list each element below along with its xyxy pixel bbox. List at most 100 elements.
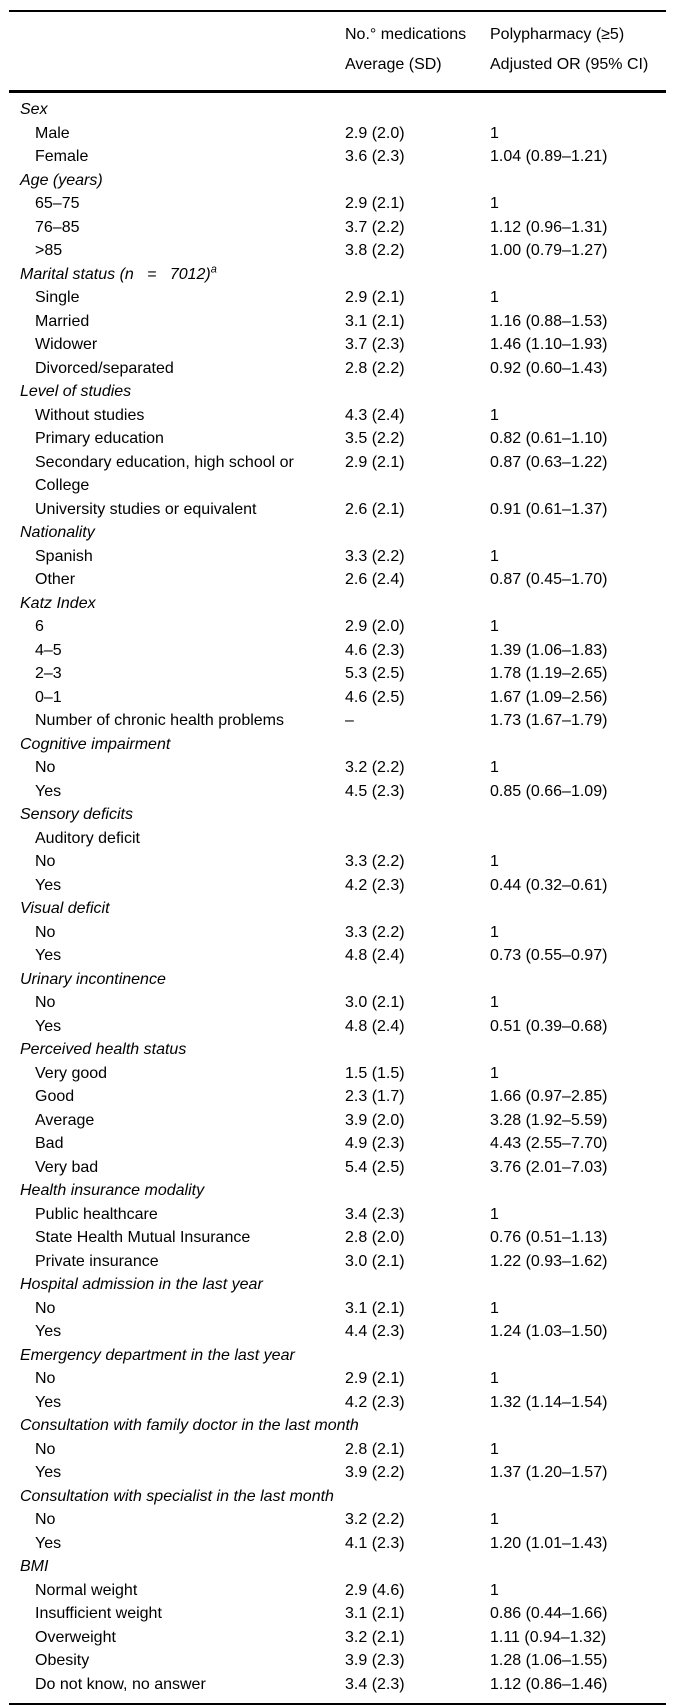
row-label: Without studies xyxy=(35,406,145,424)
adjusted-or-value: 1.00 (0.79–1.27) xyxy=(490,242,608,259)
row-label: Yes xyxy=(35,1017,62,1035)
average-sd-value: 3.0 (2.1) xyxy=(345,994,405,1011)
row-label: Bad xyxy=(35,1135,64,1152)
row-label: Hospital admission in the last year xyxy=(20,1276,263,1293)
item-row: Male 2.9 (2.0) 1 xyxy=(9,122,666,146)
table-header: No.° medications Polypharmacy (≥5) Avera… xyxy=(9,12,666,93)
row-label: No xyxy=(35,1299,56,1317)
section-row: Consultation with family doctor in the l… xyxy=(9,1414,666,1438)
adjusted-or-value: 0.86 (0.44–1.66) xyxy=(490,1605,608,1622)
row-label: No xyxy=(35,1440,56,1458)
row-label: Visual deficit xyxy=(20,900,110,917)
row-label: Yes xyxy=(35,1534,62,1552)
row-label: Cognitive impairment xyxy=(20,735,171,753)
header-average-sd-label: Average (SD) xyxy=(345,56,442,73)
adjusted-or-value: 1.39 (1.06–1.83) xyxy=(490,641,608,659)
item-row: Yes 4.8 (2.4) 0.73 (0.55–0.97) xyxy=(9,944,666,968)
adjusted-or-value: 1 xyxy=(490,1440,499,1458)
row-label: Consultation with specialist in the last… xyxy=(20,1487,334,1505)
row-label: 4–5 xyxy=(35,641,62,659)
item-row: University studies or equivalent 2.6 (2.1… xyxy=(9,498,666,522)
row-label: Yes xyxy=(35,1393,62,1411)
average-sd-value: 3.3 (2.2) xyxy=(345,547,405,565)
item-row: 6 2.9 (2.0) 1 xyxy=(9,615,666,639)
row-label: 0–1 xyxy=(35,688,62,706)
average-sd-value: 3.4 (2.3) xyxy=(345,1675,405,1693)
adjusted-or-value: 1 xyxy=(490,289,499,306)
row-label: Sex xyxy=(20,101,48,118)
average-sd-value: 2.9 (2.1) xyxy=(345,289,405,306)
item-row: No 2.9 (2.1) 1 xyxy=(9,1367,666,1391)
adjusted-or-value: 0.87 (0.45–1.70) xyxy=(490,571,608,588)
adjusted-or-value: 1.78 (1.19–2.65) xyxy=(490,665,608,682)
section-row: Cognitive impairment xyxy=(9,733,666,757)
adjusted-or-value: 0.73 (0.55–0.97) xyxy=(490,947,608,964)
average-sd-value: 3.9 (2.2) xyxy=(345,1464,405,1481)
adjusted-or-value: 1.37 (1.20–1.57) xyxy=(490,1464,608,1481)
section-row: Visual deficit xyxy=(9,897,666,921)
average-sd-value: 4.2 (2.3) xyxy=(345,876,405,894)
item-row: Public healthcare 3.4 (2.3) 1 xyxy=(9,1203,666,1227)
average-sd-value: 2.9 (2.1) xyxy=(345,453,405,471)
item-row: 76–85 3.7 (2.2) 1.12 (0.96–1.31) xyxy=(9,216,666,240)
adjusted-or-value: 0.87 (0.63–1.22) xyxy=(490,453,608,471)
adjusted-or-value: 1.20 (1.01–1.43) xyxy=(490,1534,608,1552)
row-label: Yes xyxy=(35,782,62,800)
row-label: No xyxy=(35,1370,56,1387)
row-label: Very bad xyxy=(35,1158,99,1176)
item-row: Bad 4.9 (2.3) 4.43 (2.55–7.70) xyxy=(9,1132,666,1156)
item-row: Yes 3.9 (2.2) 1.37 (1.20–1.57) xyxy=(9,1461,666,1485)
item-row: Insufficient weight 3.1 (2.1) 0.86 (0.44–1… xyxy=(9,1602,666,1626)
header-adjusted-or-label: Adjusted OR (95% CI) xyxy=(490,56,649,73)
adjusted-or-value: 0.51 (0.39–0.68) xyxy=(490,1017,608,1035)
row-label: Obesity xyxy=(35,1652,90,1669)
header-medications-title: No.° medications xyxy=(345,26,467,43)
average-sd-value: 2.9 (4.6) xyxy=(345,1581,405,1599)
section-row: Marital status (n = 7012)a xyxy=(9,263,666,287)
adjusted-or-value: 1.12 (0.86–1.46) xyxy=(490,1675,608,1693)
header-row-1: No.° medications Polypharmacy (≥5) xyxy=(9,20,666,50)
section-row: Nationality xyxy=(9,521,666,545)
item-row: Yes 4.2 (2.3) 1.32 (1.14–1.54) xyxy=(9,1391,666,1415)
average-sd-value: 2.9 (2.0) xyxy=(345,124,405,142)
section-row: Sensory deficits xyxy=(9,803,666,827)
adjusted-or-value: 1.04 (0.89–1.21) xyxy=(490,148,608,165)
average-sd-value: 5.3 (2.5) xyxy=(345,665,405,682)
section-row: Emergency department in the last year xyxy=(9,1344,666,1368)
item-row: Married 3.1 (2.1) 1.16 (0.88–1.53) xyxy=(9,310,666,334)
adjusted-or-value: 1 xyxy=(490,923,499,941)
row-label: Urinary incontinence xyxy=(20,970,166,988)
adjusted-or-value: 1.67 (1.09–2.56) xyxy=(490,688,608,706)
section-row: Level of studies xyxy=(9,380,666,404)
row-label: Perceived health status xyxy=(20,1041,187,1058)
adjusted-or-value: 1 xyxy=(490,1299,499,1317)
item-row: Without studies 4.3 (2.4) 1 xyxy=(9,404,666,428)
section-row: Sex xyxy=(9,98,666,122)
item-row: Overweight 3.2 (2.1) 1.11 (0.94–1.32) xyxy=(9,1626,666,1650)
average-sd-value: 2.9 (2.1) xyxy=(345,1370,405,1387)
average-sd-value: 2.6 (2.1) xyxy=(345,500,405,518)
row-label: Sensory deficits xyxy=(20,806,133,823)
adjusted-or-value: 1.73 (1.67–1.79) xyxy=(490,712,608,729)
section-row: Urinary incontinence xyxy=(9,968,666,992)
row-label: Level of studies xyxy=(20,383,132,400)
row-label: Public healthcare xyxy=(35,1205,158,1223)
row-label: Insufficient weight xyxy=(35,1605,162,1622)
section-row: Hospital admission in the last year xyxy=(9,1273,666,1297)
row-label: Yes xyxy=(35,1464,62,1481)
average-sd-value: 4.5 (2.3) xyxy=(345,782,405,800)
adjusted-or-value: 1 xyxy=(490,195,499,212)
average-sd-value: 4.6 (2.5) xyxy=(345,688,405,706)
row-label: Yes xyxy=(35,876,62,894)
average-sd-value: 3.5 (2.2) xyxy=(345,430,405,447)
adjusted-or-value: 1.28 (1.06–1.55) xyxy=(490,1652,608,1669)
row-label: Primary education xyxy=(35,430,164,447)
item-row: No 2.8 (2.1) 1 xyxy=(9,1438,666,1462)
row-label: State Health Mutual Insurance xyxy=(35,1229,251,1246)
row-label: 65–75 xyxy=(35,195,80,212)
item-row: 2–3 5.3 (2.5) 1.78 (1.19–2.65) xyxy=(9,662,666,686)
average-sd-value: 3.3 (2.2) xyxy=(345,923,405,941)
adjusted-or-value: 3.76 (2.01–7.03) xyxy=(490,1158,608,1176)
row-label: No xyxy=(35,759,56,776)
row-label: Number of chronic health problems xyxy=(35,712,285,729)
